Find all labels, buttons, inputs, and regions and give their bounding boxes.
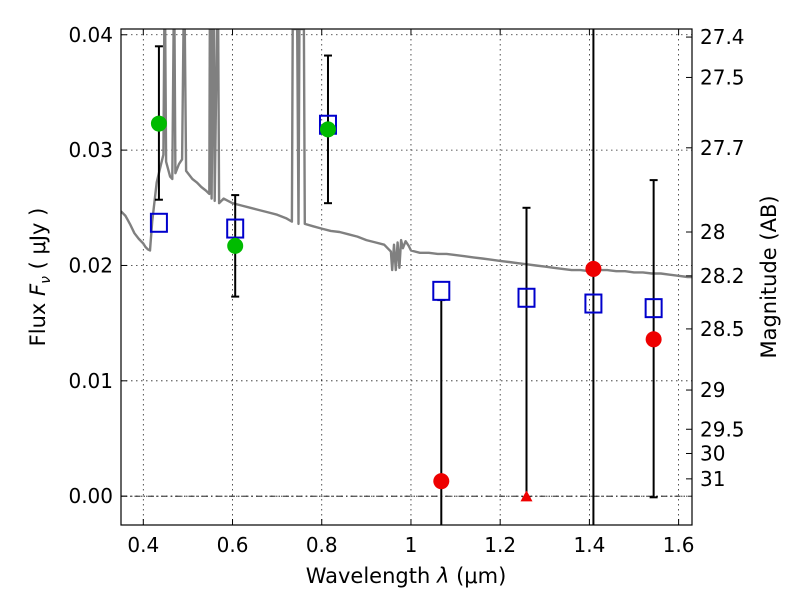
x-axis-label: Wavelength λ (μm)	[306, 564, 507, 588]
model-point	[644, 298, 663, 319]
right-tick-label: 27.7	[700, 136, 745, 160]
x-tick-label: 1	[405, 533, 418, 557]
upper-limit-marker	[520, 490, 533, 502]
detection-point	[645, 331, 662, 348]
right-tick-label: 29	[700, 378, 725, 402]
model-points-layer	[149, 114, 663, 319]
model-point	[517, 287, 536, 308]
right-tick-label: 29.5	[700, 417, 745, 441]
right-tick-label: 27.4	[700, 25, 745, 49]
detection-point	[433, 473, 450, 490]
y-tick-label: 0.01	[68, 369, 113, 393]
detection-point	[150, 115, 167, 132]
spectrum-line	[121, 29, 692, 279]
model-point	[432, 280, 451, 301]
detections-layer	[150, 115, 662, 502]
right-tick-label: 31	[700, 467, 725, 491]
x-tick-label: 0.6	[217, 533, 249, 557]
y-tick-label: 0.04	[68, 23, 113, 47]
model-point	[149, 212, 168, 233]
detection-point	[227, 237, 244, 254]
detection-point	[319, 121, 336, 138]
ticks: 0.4 0.6 0.8 1 1.2 1.4 1.6 0.00 0.01 0.02 0.03 0.04 2…	[68, 23, 744, 557]
spectrum-layer	[121, 29, 692, 279]
right-tick-label: 27.5	[700, 65, 745, 89]
right-tick-label: 28	[700, 220, 725, 244]
y-axis-label: Flux Fν ( μJy )	[26, 208, 54, 347]
plot-frame	[120, 28, 693, 526]
x-tick-label: 0.8	[306, 533, 338, 557]
right-axis-label: Magnitude (AB)	[757, 195, 781, 358]
x-tick-label: 0.4	[127, 533, 159, 557]
y-tick-label: 0.00	[68, 484, 113, 508]
right-tick-label: 28.5	[700, 317, 745, 341]
y-tick-label: 0.02	[68, 253, 113, 277]
x-tick-label: 1.2	[484, 533, 516, 557]
detection-point	[585, 260, 602, 277]
x-tick-label: 1.6	[663, 533, 695, 557]
x-tick-label: 1.4	[573, 533, 605, 557]
right-tick-label: 28.2	[700, 264, 745, 288]
y-tick-label: 0.03	[68, 138, 113, 162]
right-tick-label: 30	[700, 441, 725, 465]
model-point	[226, 218, 245, 239]
model-point	[584, 293, 603, 314]
